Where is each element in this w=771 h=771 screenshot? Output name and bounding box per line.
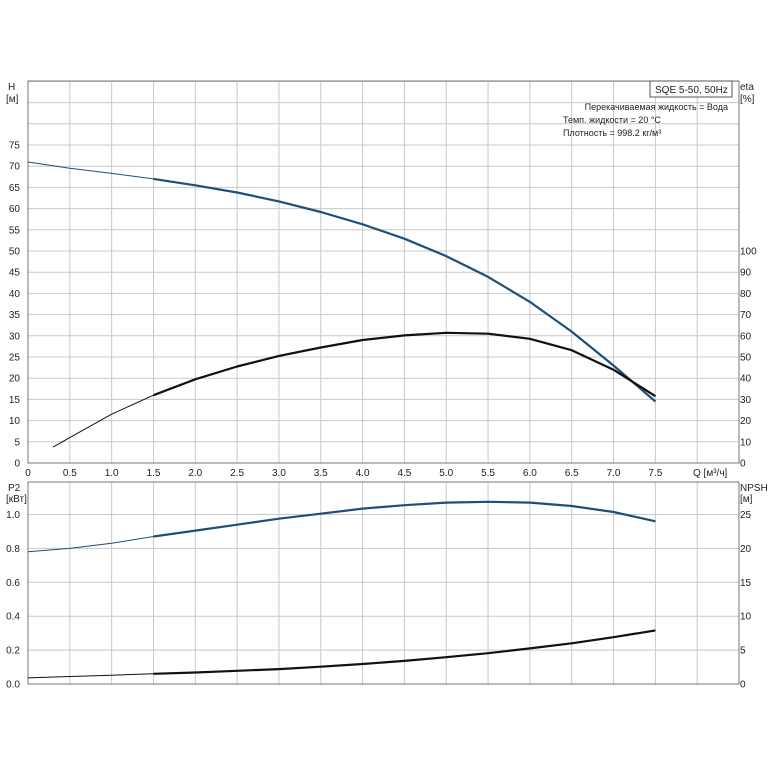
curves	[27, 161, 657, 679]
y-left-tick-label: 50	[9, 247, 21, 258]
upper-grid	[27, 80, 740, 464]
y-left-tick-label: 40	[9, 289, 21, 300]
y-left-axis-unit: [кВт]	[6, 494, 27, 505]
y-left-tick-label: 15	[9, 395, 21, 406]
y-left-tick-label: 0.2	[6, 646, 20, 657]
x-tick-label: 2.0	[188, 468, 202, 479]
curve-lower-0-thin	[27, 501, 656, 553]
curve-upper-1	[153, 331, 656, 398]
y-right-tick-label: 20	[740, 416, 752, 427]
x-tick-label: 6.5	[565, 468, 579, 479]
curve-upper-0-thin	[27, 161, 656, 402]
x-tick-label: 0.5	[63, 468, 77, 479]
y-right-tick-label: 70	[740, 310, 752, 321]
y-left-tick-label: 55	[9, 225, 21, 236]
y-right-tick-label: 100	[740, 247, 757, 258]
legend-model: SQE 5-50, 50Hz	[655, 85, 728, 96]
y-left-axis-label: P2	[8, 483, 21, 494]
curve-lower-1-thin	[27, 629, 656, 679]
legend-model-box	[649, 80, 733, 98]
y-right-tick-label: 50	[740, 353, 752, 364]
axis-labels: 0510152025303540455055606570750102030405…	[6, 82, 768, 691]
curve-lower-1	[153, 629, 656, 675]
y-left-tick-label: 10	[9, 416, 21, 427]
y-left-tick-label: 1.0	[6, 510, 20, 521]
y-right-tick-label: 15	[740, 578, 752, 589]
x-tick-label: 1.5	[147, 468, 161, 479]
x-tick-label: 6.0	[523, 468, 537, 479]
y-right-tick-label: 20	[740, 544, 752, 555]
y-left-tick-label: 20	[9, 374, 21, 385]
y-right-axis-unit: [%]	[740, 94, 755, 105]
y-left-tick-label: 30	[9, 331, 21, 342]
y-left-tick-label: 0.8	[6, 544, 20, 555]
y-left-tick-label: 0.6	[6, 578, 20, 589]
x-tick-label: 3.5	[314, 468, 328, 479]
y-right-tick-label: 5	[740, 646, 746, 657]
y-left-tick-label: 0	[14, 459, 20, 470]
x-tick-label: 0	[25, 468, 31, 479]
plot-frame	[27, 80, 740, 464]
x-tick-label: 2.5	[230, 468, 244, 479]
curve-lower-0	[153, 500, 656, 538]
y-right-tick-label: 90	[740, 268, 752, 279]
y-right-tick-label: 30	[740, 395, 752, 406]
y-left-tick-label: 75	[9, 141, 21, 152]
legend-density: Плотность = 998.2 кг/м³	[563, 128, 661, 138]
curve-upper-0	[153, 177, 657, 403]
y-right-axis-label: NPSH	[740, 483, 768, 494]
y-left-axis-unit: [м]	[6, 94, 19, 105]
curve-upper-1-thin	[52, 332, 656, 448]
legend-temp: Темп. жидкости = 20 °C	[563, 115, 661, 125]
y-right-tick-label: 60	[740, 331, 752, 342]
x-axis-label: Q [м³/ч]	[693, 468, 728, 479]
y-right-tick-label: 0	[740, 680, 746, 691]
y-right-axis-label: eta	[740, 82, 754, 93]
y-left-tick-label: 45	[9, 268, 21, 279]
legend-fluid: Перекачиваемая жидкость = Вода	[585, 102, 728, 112]
y-right-tick-label: 40	[740, 374, 752, 385]
y-left-tick-label: 60	[9, 204, 21, 215]
x-tick-label: 7.5	[648, 468, 662, 479]
y-left-tick-label: 25	[9, 353, 21, 364]
x-tick-label: 1.0	[105, 468, 119, 479]
y-right-tick-label: 0	[740, 459, 746, 470]
x-tick-label: 4.0	[356, 468, 370, 479]
y-left-tick-label: 65	[9, 183, 21, 194]
x-tick-label: 7.0	[607, 468, 621, 479]
y-right-tick-label: 80	[740, 289, 752, 300]
y-right-tick-label: 10	[740, 437, 752, 448]
y-left-tick-label: 0.0	[6, 680, 20, 691]
y-right-tick-label: 25	[740, 510, 752, 521]
y-left-axis-label: H	[8, 82, 15, 93]
y-right-axis-unit: [м]	[740, 494, 753, 505]
y-left-tick-label: 70	[9, 162, 21, 173]
y-left-tick-label: 35	[9, 310, 21, 321]
lower-grid	[27, 481, 740, 685]
x-tick-label: 5.5	[481, 468, 495, 479]
x-tick-label: 4.5	[397, 468, 411, 479]
x-tick-label: 5.0	[439, 468, 453, 479]
plot-frame	[27, 481, 740, 685]
y-left-tick-label: 0.4	[6, 612, 20, 623]
y-right-tick-label: 10	[740, 612, 752, 623]
y-left-tick-label: 5	[14, 437, 20, 448]
x-tick-label: 3.0	[272, 468, 286, 479]
